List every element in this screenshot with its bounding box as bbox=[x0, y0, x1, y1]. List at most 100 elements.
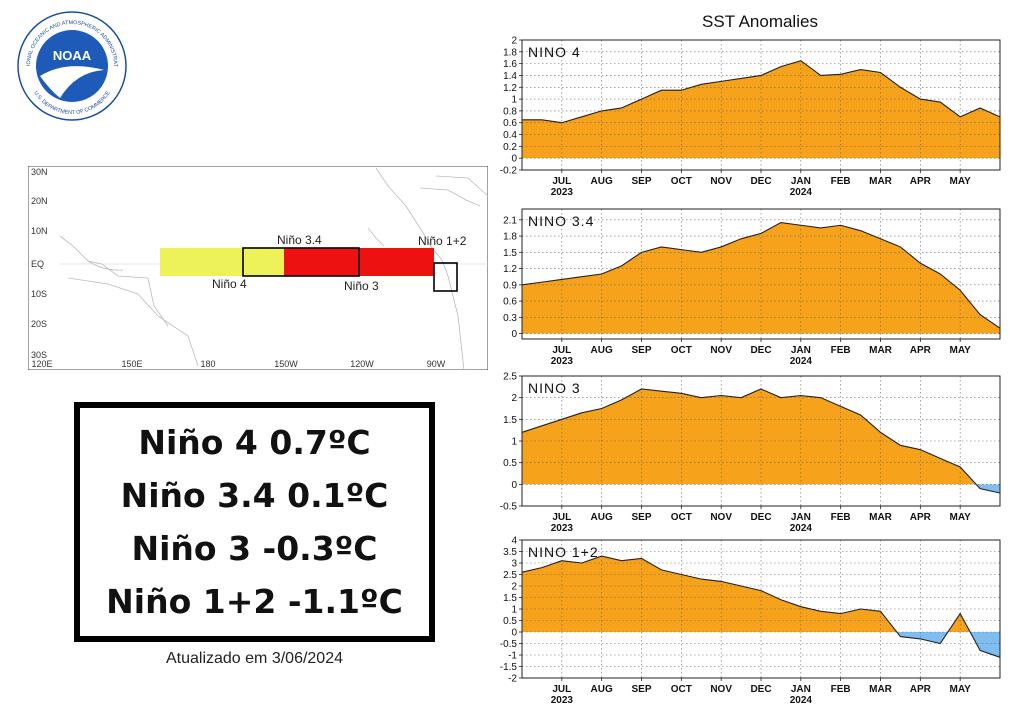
x-tick-label: MAR bbox=[869, 512, 893, 523]
lon-labels: 120E 150E 180 150W 120W 90W bbox=[31, 359, 445, 369]
x-year-label: 2023 bbox=[551, 523, 574, 534]
y-tick-label: 1.4 bbox=[503, 71, 517, 82]
y-tick-label: -1 bbox=[508, 651, 517, 662]
x-tick-label: NOV bbox=[710, 512, 732, 523]
negative-anomaly-area bbox=[976, 484, 1000, 493]
x-tick-label: JAN bbox=[791, 345, 811, 356]
lat-label: 20S bbox=[31, 319, 47, 329]
y-tick-label: 1.2 bbox=[503, 83, 517, 94]
x-year-label: 2024 bbox=[790, 356, 813, 367]
y-tick-label: 1 bbox=[511, 95, 517, 106]
logo-text: NOAA bbox=[53, 48, 92, 63]
y-tick-label: 0 bbox=[511, 628, 517, 639]
x-tick-label: JUL bbox=[552, 684, 571, 695]
x-tick-label: SEP bbox=[631, 176, 651, 187]
x-tick-label: AUG bbox=[591, 512, 613, 523]
lon-label: 120E bbox=[31, 359, 52, 369]
nino4-chart: -0.200.20.40.60.811.21.41.61.82 JUL AUG SEP… bbox=[500, 36, 1001, 198]
y-tick-label: 0 bbox=[511, 480, 517, 491]
summary-nino12: Niño 1+2 -1.1ºC bbox=[106, 582, 403, 621]
nino3-chart: -0.5 0 0.5 1 1.5 2 2.5 JUL AUG SEP OCT NOV DEC JAN FEB… bbox=[500, 372, 1001, 534]
y-tick-label: 1 bbox=[511, 605, 517, 616]
x-tick-label: APR bbox=[910, 684, 932, 695]
lat-label: EQ bbox=[31, 259, 44, 269]
nino-regions-map: 30N 20N 10N EQ 10S 20S 30S 120E 150E 180… bbox=[28, 166, 488, 370]
x-tick-label: SEP bbox=[631, 684, 651, 695]
x-tick-label: JUL bbox=[552, 345, 571, 356]
y-tick-label: 2 bbox=[511, 36, 517, 47]
y-tick-label: 0.3 bbox=[503, 313, 517, 324]
panel-title: NINO 4 bbox=[528, 44, 581, 60]
summary-nino34: Niño 3.4 0.1ºC bbox=[120, 476, 389, 515]
anomaly-line bbox=[521, 388, 1001, 494]
x-year-label: 2023 bbox=[551, 695, 574, 706]
y-tick-label: 1.5 bbox=[503, 593, 517, 604]
x-tick-label: MAR bbox=[869, 684, 893, 695]
nino34-label: Niño 3.4 bbox=[277, 233, 322, 247]
x-tick-label: DEC bbox=[750, 512, 771, 523]
summary-nino4: Niño 4 0.7ºC bbox=[138, 423, 371, 462]
lat-label: 30S bbox=[31, 350, 47, 360]
y-tick-label: -2 bbox=[508, 674, 517, 685]
grid-lines bbox=[522, 539, 1000, 679]
x-tick-label: FEB bbox=[831, 512, 851, 523]
summary-nino3: Niño 3 -0.3ºC bbox=[131, 529, 378, 568]
anomaly-line bbox=[521, 555, 1001, 658]
x-tick-label: SEP bbox=[631, 512, 651, 523]
y-tick-label: -1.5 bbox=[500, 662, 517, 673]
nino4-label: Niño 4 bbox=[212, 277, 247, 291]
y-tick-label: 2.5 bbox=[503, 372, 517, 383]
x-year-label: 2023 bbox=[551, 187, 574, 198]
y-tick-label: 0 bbox=[511, 329, 517, 340]
nino34-chart: 0 0.3 0.6 0.9 1.2 1.5 1.8 2.1 JUL AUG SEP OCT NOV DEC… bbox=[503, 208, 1001, 367]
x-tick-label: DEC bbox=[750, 176, 771, 187]
y-tick-label: 0 bbox=[511, 154, 517, 165]
x-tick-label: FEB bbox=[831, 345, 851, 356]
x-tick-label: AUG bbox=[591, 345, 613, 356]
y-tick-label: 3 bbox=[511, 559, 517, 570]
grid-lines bbox=[522, 39, 1000, 171]
y-tick-label: 1.8 bbox=[503, 47, 517, 58]
grid-lines bbox=[522, 209, 1000, 339]
y-tick-label: 0.4 bbox=[503, 130, 517, 141]
x-tick-label: JAN bbox=[791, 512, 811, 523]
summary-box: Niño 4 0.7ºC Niño 3.4 0.1ºC Niño 3 -0.3º… bbox=[74, 402, 435, 642]
logo-inner-disc bbox=[36, 30, 108, 102]
y-tick-label: 4 bbox=[511, 536, 517, 547]
plot-area bbox=[522, 556, 1000, 658]
panel-title: NINO 3.4 bbox=[528, 213, 594, 229]
lon-label: 180 bbox=[200, 359, 215, 369]
y-tick-label: 2.1 bbox=[503, 215, 517, 226]
y-tick-label: -0.2 bbox=[500, 166, 517, 177]
x-year-label: 2024 bbox=[790, 695, 813, 706]
nino4-region bbox=[160, 248, 284, 276]
x-tick-label: AUG bbox=[591, 684, 613, 695]
panel-title: NINO 3 bbox=[528, 380, 581, 396]
x-year-label: 2024 bbox=[790, 187, 813, 198]
lon-label: 150E bbox=[121, 359, 142, 369]
y-tick-label: 0.6 bbox=[503, 297, 517, 308]
x-tick-label: APR bbox=[910, 176, 932, 187]
x-tick-label: OCT bbox=[671, 345, 692, 356]
x-tick-label: JUL bbox=[552, 512, 571, 523]
x-tick-label: JAN bbox=[791, 684, 811, 695]
x-tick-label: MAY bbox=[950, 512, 972, 523]
lat-label: 20N bbox=[31, 196, 48, 206]
nino34-region bbox=[242, 247, 360, 277]
y-tick-label: 2 bbox=[511, 393, 517, 404]
x-tick-label: JAN bbox=[791, 176, 811, 187]
x-tick-label: APR bbox=[910, 345, 932, 356]
positive-anomaly-area bbox=[522, 556, 1000, 632]
y-tick-label: 1 bbox=[511, 437, 517, 448]
x-tick-label: MAY bbox=[950, 684, 972, 695]
x-tick-label: MAY bbox=[950, 345, 972, 356]
x-tick-label: AUG bbox=[591, 176, 613, 187]
x-tick-label: APR bbox=[910, 512, 932, 523]
updated-note: Atualizado em 3/06/2024 bbox=[165, 650, 343, 667]
nino12-chart: -2-1.5-1-0.500.511.522.533.54 JUL AUG SEP OC… bbox=[500, 536, 1001, 706]
x-tick-label: DEC bbox=[750, 345, 771, 356]
anomaly-line bbox=[522, 60, 1001, 124]
x-year-label: 2023 bbox=[551, 356, 574, 367]
lat-label: 30N bbox=[31, 167, 48, 177]
y-tick-label: 1.6 bbox=[503, 59, 517, 70]
